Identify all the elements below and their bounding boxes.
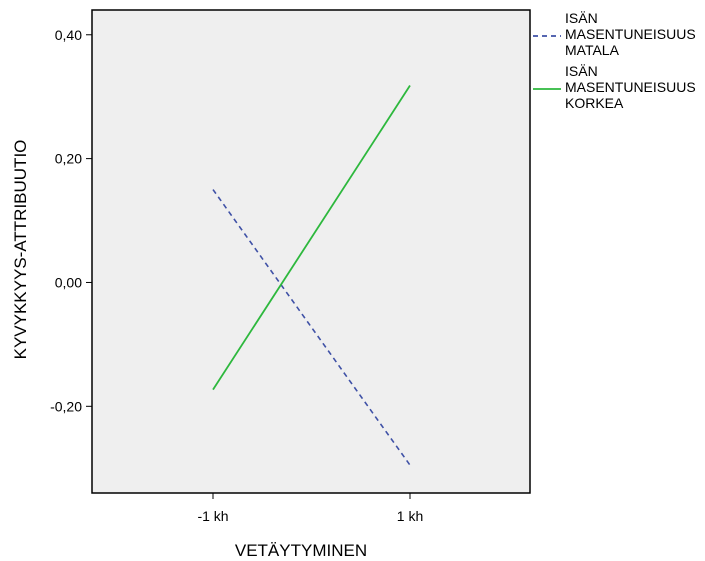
- y-tick-label-2: 0,00: [55, 274, 82, 290]
- y-tick-label-0: 0,40: [55, 27, 82, 43]
- y-axis-title: KYVYKKYYS-ATTRIBUUTIO: [11, 140, 30, 360]
- legend-label-1: ISÄN MASENTUNEISUUS KORKEA: [565, 63, 696, 111]
- x-tick-label-0: -1 kh: [197, 508, 228, 524]
- series-lines: [212, 85, 411, 466]
- y-axis-ticks: 0,40 0,20 0,00 -0,20: [50, 27, 92, 414]
- series-line-1: [212, 85, 411, 391]
- x-axis-ticks: -1 kh 1 kh: [197, 493, 423, 524]
- legend-label-0: ISÄN MASENTUNEISUUS MATALA: [565, 10, 696, 58]
- y-tick-label-1: 0,20: [55, 151, 82, 167]
- plot-area: [91, 9, 531, 494]
- y-tick-label-3: -0,20: [50, 398, 82, 414]
- legend: ISÄN MASENTUNEISUUS MATALA ISÄN MASENTUNEISU…: [533, 10, 696, 111]
- x-tick-label-1: 1 kh: [397, 508, 423, 524]
- series-line-0: [212, 189, 411, 466]
- x-axis-title: VETÄYTYMINEN: [235, 541, 367, 560]
